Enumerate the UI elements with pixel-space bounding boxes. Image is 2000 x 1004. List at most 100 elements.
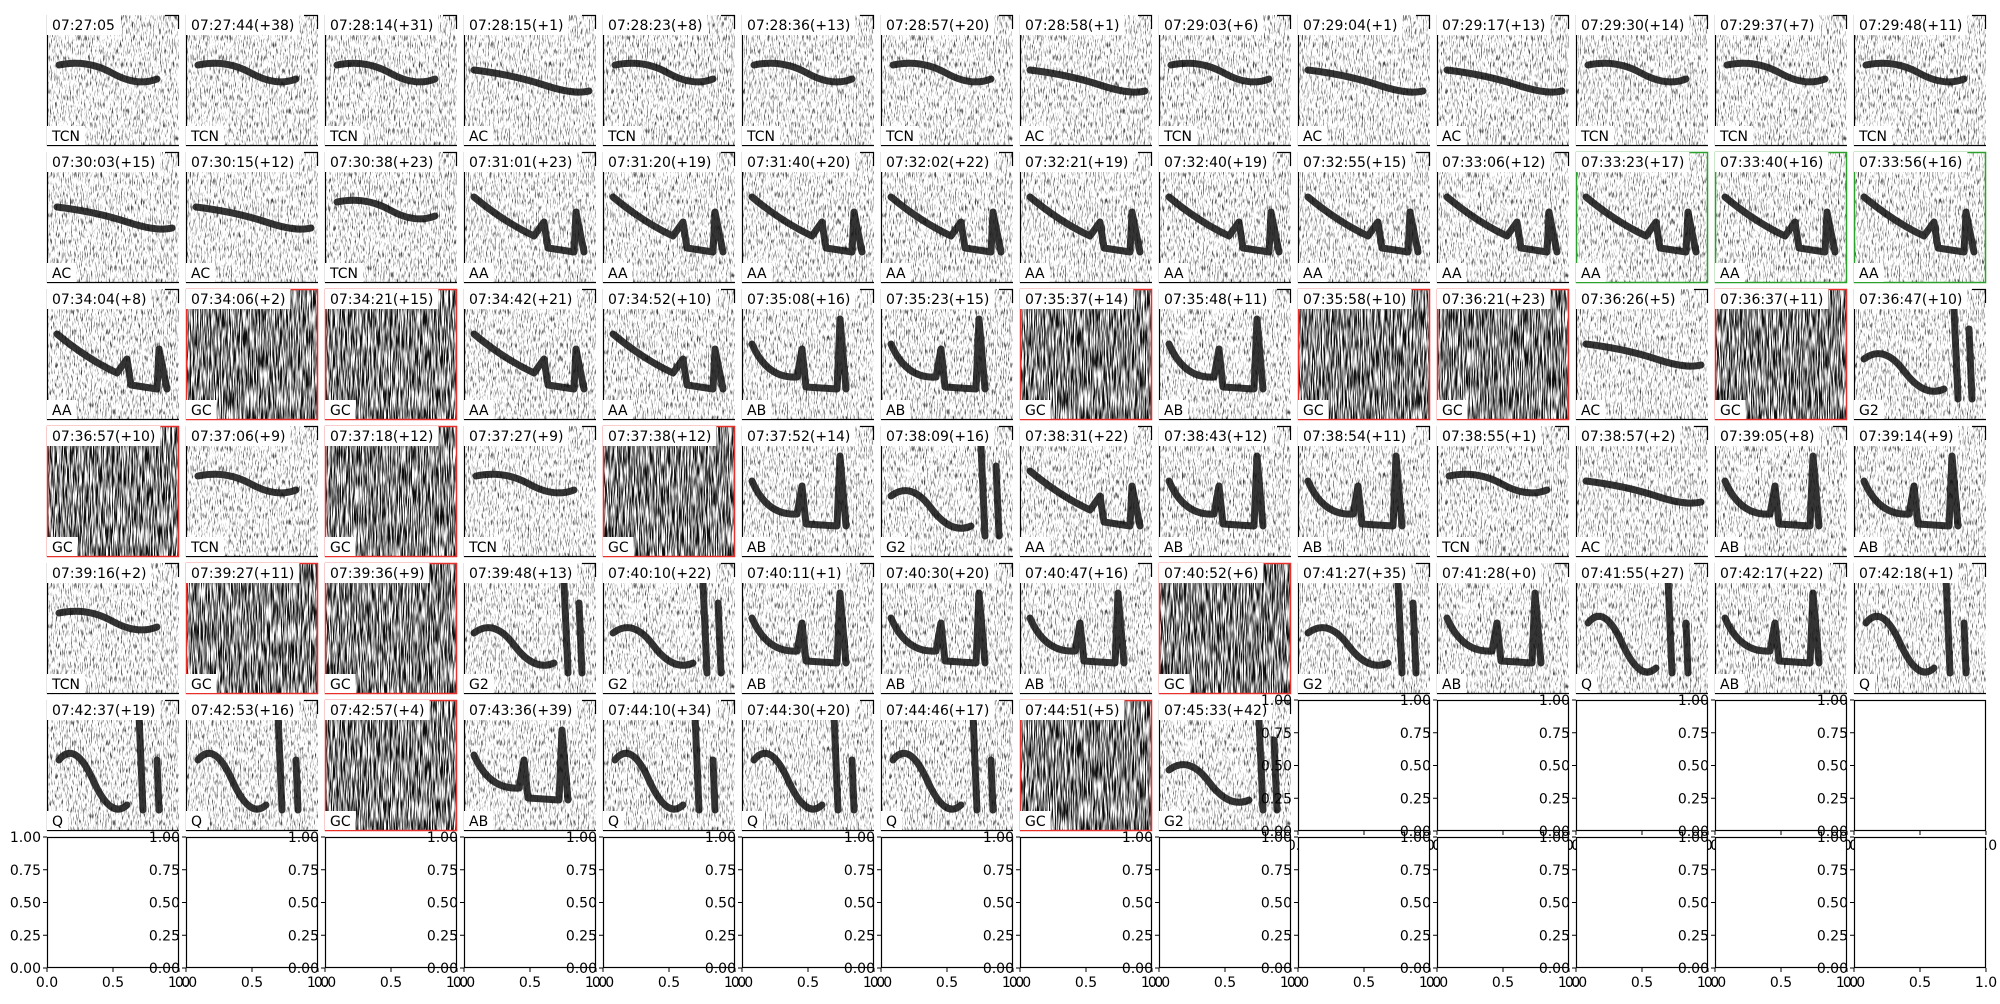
class-label-background (881, 674, 911, 693)
y-tick-label: 0.75 (427, 863, 458, 879)
y-tick-label: 0.50 (566, 896, 597, 912)
time-label: 07:33:40(+16) (1720, 155, 1823, 171)
x-tick-label: 0.0 (1704, 975, 1726, 991)
time-label: 07:35:48(+11) (1164, 292, 1267, 308)
class-label: GC (330, 540, 351, 556)
panel-corner (860, 699, 875, 714)
y-tick-label: 0.75 (1678, 726, 1709, 742)
call-trace (55, 711, 163, 814)
call-trace (1443, 193, 1561, 256)
class-label: GC (191, 403, 212, 419)
time-label: 07:30:38(+23) (330, 155, 433, 171)
panel-spines (1158, 152, 1291, 284)
class-label: AC (52, 266, 71, 282)
panel-corner (999, 288, 1014, 303)
axes-frame (1019, 836, 1153, 969)
call-trace (889, 711, 997, 814)
class-label: TCN (1441, 540, 1470, 556)
class-label: AA (1164, 266, 1184, 282)
time-label-background (1576, 289, 1681, 309)
y-tick-label: 0.50 (1817, 759, 1848, 775)
spectrogram-noise (1437, 563, 1569, 694)
call-trace (1304, 66, 1427, 96)
time-label: 07:38:31(+22) (1025, 429, 1128, 445)
panel-corner (165, 562, 180, 577)
class-label: AC (191, 266, 210, 282)
class-label-background (325, 126, 363, 145)
call-trace (1026, 193, 1144, 256)
spectrogram-panel: 07:34:06(+2) GC (185, 288, 319, 421)
class-label: GC (1442, 403, 1463, 419)
class-label-background (1854, 674, 1876, 693)
panel-corner (1416, 562, 1431, 577)
y-tick-label: 0.50 (288, 896, 319, 912)
y-tick-label: 0.50 (1122, 896, 1153, 912)
panel-corner (860, 288, 875, 303)
call-trace (887, 193, 1005, 256)
y-tick-label: 0.25 (149, 928, 180, 944)
call-trace (887, 315, 989, 393)
call-trace (470, 66, 593, 96)
x-tick-label: 0.5 (102, 975, 124, 991)
panel-spines (324, 152, 457, 284)
time-label-background (1854, 563, 1959, 583)
x-tick-label: 0.5 (380, 975, 402, 991)
panel-corner (1555, 151, 1570, 166)
empty-axes: 0.000.250.500.751.000.00.51.0 (1539, 693, 1719, 854)
call-trace (1165, 193, 1283, 256)
y-tick-label: 0.75 (10, 863, 41, 879)
y-tick-label: 0.00 (1122, 961, 1153, 977)
panel-spines (741, 700, 874, 832)
class-label: GC (608, 540, 629, 556)
panel-corner (1972, 288, 1987, 303)
time-label: 07:35:08(+16) (747, 292, 850, 308)
class-label-background (186, 263, 216, 282)
class-label: TCN (190, 129, 219, 145)
spectrogram-noise (881, 289, 1013, 420)
panel-corner (1138, 425, 1153, 440)
class-label-background (464, 811, 494, 830)
class-label: AB (886, 403, 905, 419)
y-tick-label: 0.75 (1261, 863, 1292, 879)
panel-spines (1575, 15, 1708, 147)
x-tick-label: 0.0 (592, 975, 614, 991)
time-label: 07:40:10(+22) (608, 566, 711, 582)
spectrogram-panel: 07:31:20(+19) AA (602, 151, 736, 284)
time-label-background (1854, 289, 1968, 309)
spectrogram-panel: 07:45:33(+42) G2 (1158, 699, 1292, 832)
class-label-background (1854, 400, 1884, 419)
call-trace (333, 196, 439, 223)
time-label: 07:36:21(+23) (1442, 292, 1545, 308)
y-tick-label: 0.25 (427, 928, 458, 944)
call-trace (887, 442, 1003, 540)
spectrogram-panel: 07:29:17(+13) AC (1436, 14, 1570, 147)
y-tick-label: 1.00 (1539, 830, 1570, 846)
time-label: 07:40:47(+16) (1025, 566, 1128, 582)
time-label-background (186, 563, 300, 583)
time-label-background (47, 15, 120, 35)
x-tick-label: 0.5 (797, 975, 819, 991)
panel-spines (1158, 426, 1291, 558)
panel-corner (1972, 14, 1987, 29)
panel-spines (463, 15, 596, 147)
axes-frame (1436, 699, 1570, 832)
time-label-background (603, 289, 717, 309)
time-label-background (1159, 700, 1273, 720)
class-label-background (1020, 811, 1051, 830)
y-tick-label: 0.50 (705, 896, 736, 912)
spectrogram-panel: 07:29:03(+6) TCN (1158, 14, 1292, 147)
class-label-background (325, 400, 356, 419)
class-label: AB (886, 677, 905, 693)
spectrogram-noise (742, 289, 874, 420)
class-label-background (464, 126, 494, 145)
y-tick-label: 0.25 (1400, 928, 1431, 944)
spectrogram-panel: 07:35:48(+11) AB (1158, 288, 1292, 421)
class-label-background (1715, 400, 1746, 419)
class-label-background (1576, 537, 1606, 556)
time-label-background (603, 563, 717, 583)
panel-spines (602, 700, 735, 832)
spectrogram-noise (325, 289, 457, 420)
